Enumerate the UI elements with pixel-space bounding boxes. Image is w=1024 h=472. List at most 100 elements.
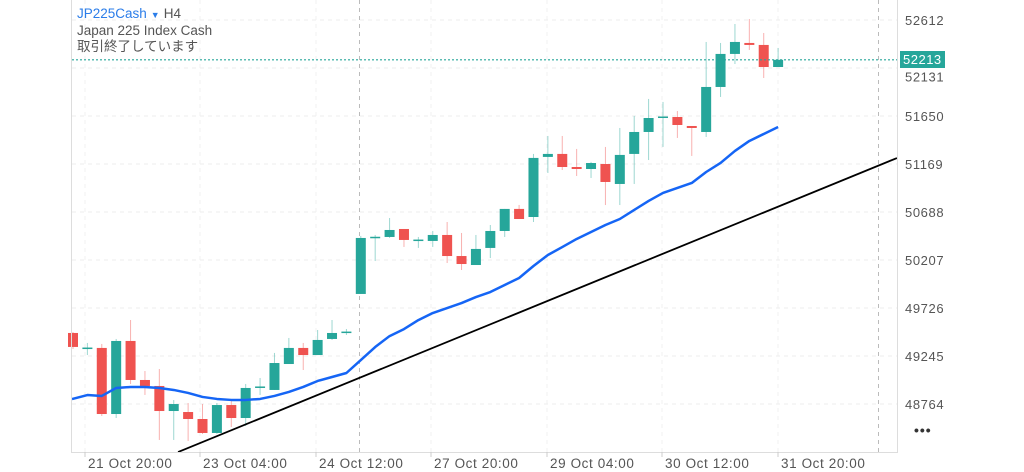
moving-average-line xyxy=(71,125,779,402)
candle-body xyxy=(327,332,338,339)
price-axis[interactable]: 52612 52131 51650 51169 50688 50207 49726 49245… xyxy=(905,13,944,412)
candle xyxy=(168,400,179,440)
candle xyxy=(485,224,496,259)
candle-body xyxy=(470,248,481,266)
candle xyxy=(154,369,165,440)
candle-body xyxy=(456,256,467,265)
candle xyxy=(68,331,78,349)
candle xyxy=(197,404,208,434)
candle-body xyxy=(729,41,740,54)
candle xyxy=(657,101,668,147)
candle-body xyxy=(701,86,712,132)
candle xyxy=(283,337,294,365)
candle-body xyxy=(672,117,683,125)
price-tick-label: 50688 xyxy=(905,205,944,220)
candle xyxy=(715,42,726,97)
candle xyxy=(629,115,640,184)
symbol-selector[interactable]: JP225Cash xyxy=(77,6,147,21)
time-tick-label: 31 Oct 20:00 xyxy=(781,456,866,471)
symbol-legend: JP225Cash ▼ H4 Japan 225 Index Cash 取引終了して… xyxy=(77,6,212,55)
trendline[interactable] xyxy=(177,157,898,453)
price-tick-label: 49245 xyxy=(905,349,944,364)
candle xyxy=(614,127,625,206)
candle xyxy=(240,383,251,426)
price-tick-label: 51169 xyxy=(905,157,943,172)
price-tick-label: 52131 xyxy=(905,69,944,84)
price-tick-label: 52612 xyxy=(905,13,944,28)
candle xyxy=(255,377,266,395)
candle-body xyxy=(211,405,222,433)
candle-body xyxy=(744,42,755,45)
market-status: 取引終了しています xyxy=(77,39,199,54)
candle-body xyxy=(226,405,237,419)
candle-body xyxy=(341,331,352,334)
candle xyxy=(729,23,740,65)
candle xyxy=(557,135,568,170)
candle xyxy=(758,32,769,78)
more-options-icon[interactable]: ••• xyxy=(914,422,932,438)
candle-body xyxy=(82,347,93,350)
candle-body xyxy=(629,131,640,154)
candle xyxy=(456,232,467,270)
candle xyxy=(528,153,539,222)
candle-body xyxy=(255,386,266,388)
candle xyxy=(327,320,338,340)
time-axis[interactable]: 21 Oct 20:00 23 Oct 04:00 24 Oct 12:00 27 O… xyxy=(84,452,866,471)
candle-body xyxy=(197,419,208,433)
candle-body xyxy=(773,59,784,68)
candle xyxy=(542,135,553,173)
candle xyxy=(139,370,150,395)
dropdown-arrow-icon[interactable]: ▼ xyxy=(150,10,160,20)
candle xyxy=(355,235,366,294)
price-tick-label: 50207 xyxy=(905,253,944,268)
candle xyxy=(183,403,194,441)
candle xyxy=(701,41,712,137)
candle-body xyxy=(312,339,323,356)
price-tick-label: 48764 xyxy=(905,397,944,412)
candle-body xyxy=(111,340,122,415)
candle-body xyxy=(384,229,395,237)
candle xyxy=(600,146,611,206)
candle-body xyxy=(571,167,582,170)
candle-body xyxy=(557,153,568,168)
candle-body xyxy=(283,347,294,365)
candle xyxy=(442,221,453,264)
candle xyxy=(341,328,352,335)
timeframe-label[interactable]: H4 xyxy=(163,6,181,21)
price-tick-label: 49726 xyxy=(905,301,944,316)
candle xyxy=(398,228,409,247)
candle xyxy=(686,125,697,156)
candle-body xyxy=(758,44,769,68)
candle-body xyxy=(614,154,625,184)
candle xyxy=(312,329,323,356)
candle xyxy=(499,208,510,237)
candle xyxy=(514,204,525,220)
candle-body xyxy=(154,385,165,412)
candle-body xyxy=(413,239,424,242)
candle-body xyxy=(514,208,525,220)
candle-body xyxy=(715,53,726,87)
candle xyxy=(427,230,438,247)
candle-body xyxy=(139,379,150,386)
candle-body xyxy=(168,404,179,412)
candles xyxy=(68,19,784,441)
candle xyxy=(470,234,481,266)
candle-body xyxy=(657,116,668,119)
candle-body xyxy=(528,157,539,218)
candle xyxy=(125,320,136,384)
candle-body xyxy=(269,363,280,390)
candle-body xyxy=(686,125,697,128)
time-tick-label: 29 Oct 04:00 xyxy=(550,456,635,471)
candle xyxy=(586,161,597,178)
candle-body xyxy=(240,387,251,419)
time-tick-label: 23 Oct 04:00 xyxy=(203,456,288,471)
candle xyxy=(643,98,654,161)
candle-body xyxy=(586,163,597,170)
candle-body xyxy=(643,118,654,132)
candle xyxy=(226,401,237,427)
candle-body xyxy=(398,228,409,240)
grid xyxy=(72,0,897,452)
price-tick-label: 51650 xyxy=(905,109,944,124)
instrument-name: Japan 225 Index Cash xyxy=(77,23,213,38)
